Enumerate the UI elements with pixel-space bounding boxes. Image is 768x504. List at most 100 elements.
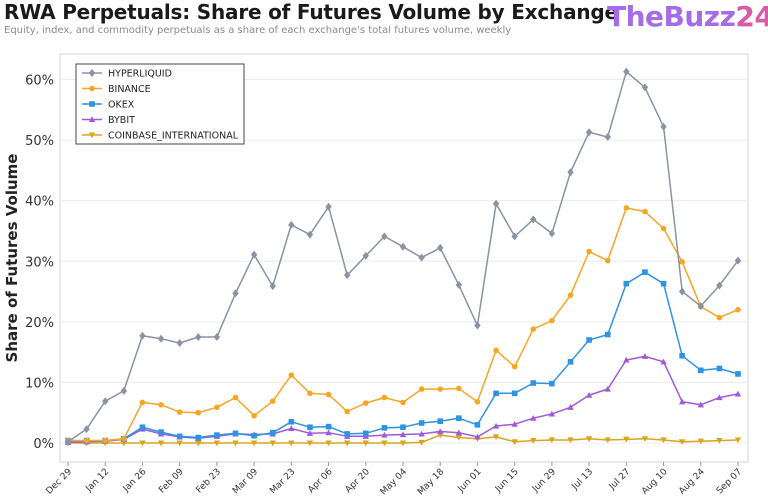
data-point-binance (549, 317, 555, 324)
x-tick-label: Aug 10 (640, 467, 670, 497)
y-tick-label: 40% (25, 195, 54, 210)
data-point-okex (344, 431, 350, 437)
x-tick-label: Jul 13 (570, 467, 596, 493)
data-point-hyperliquid (269, 282, 276, 291)
data-point-binance (288, 372, 295, 378)
data-point-okex (288, 418, 295, 425)
y-tick-label: 50% (25, 134, 54, 149)
data-point-bybit (660, 358, 667, 365)
data-point-okex (139, 424, 146, 431)
data-point-coinbase-international (734, 437, 742, 444)
data-point-okex (586, 337, 592, 343)
data-point-binance (642, 208, 648, 215)
data-point-binance (121, 435, 127, 442)
data-point-coinbase-international (306, 440, 314, 447)
logo-text-thebuzz: TheBuzz (607, 0, 736, 33)
x-tick-label: Jan 26 (121, 467, 149, 495)
data-point-okex (567, 359, 574, 365)
data-point-bybit (381, 431, 388, 438)
data-point-okex (437, 418, 444, 424)
data-point-hyperliquid (678, 287, 686, 296)
data-point-okex (623, 280, 630, 287)
data-point-hyperliquid (399, 242, 407, 251)
data-point-hyperliquid (734, 256, 742, 265)
data-point-okex (158, 429, 164, 435)
data-point-binance (232, 394, 239, 401)
data-point-bybit (437, 428, 444, 435)
x-tick-label: Mar 09 (231, 467, 260, 496)
data-point-coinbase-international (530, 438, 537, 444)
data-point-hyperliquid (660, 122, 667, 131)
x-tick-label: Jun 01 (456, 467, 484, 495)
data-point-binance (400, 399, 406, 406)
data-point-hyperliquid (306, 230, 314, 239)
data-point-binance (456, 385, 462, 392)
data-point-coinbase-international (362, 440, 369, 447)
data-point-coinbase-international (567, 437, 574, 444)
legend-box (75, 63, 245, 145)
data-point-hyperliquid (548, 229, 556, 238)
y-tick-label: 60% (25, 74, 54, 89)
data-point-bybit (418, 430, 425, 437)
data-point-binance (325, 391, 332, 398)
data-point-coinbase-international (585, 436, 593, 442)
data-point-hyperliquid (474, 321, 481, 330)
data-point-okex (456, 415, 462, 421)
data-point-binance (511, 363, 518, 370)
data-point-binance (269, 398, 276, 404)
data-point-hyperliquid (157, 334, 165, 343)
data-point-okex (660, 280, 667, 287)
data-point-bybit (567, 404, 574, 410)
data-point-okex (251, 432, 257, 439)
data-point-coinbase-international (343, 440, 351, 447)
data-point-binance (660, 225, 667, 232)
y-tick-label: 20% (25, 316, 54, 331)
data-point-bybit (716, 394, 723, 401)
data-point-bybit (585, 391, 593, 398)
x-tick-label: Sep 07 (715, 467, 744, 496)
brand-logo: TheBuzz24 (607, 0, 768, 33)
data-point-bybit (678, 398, 686, 405)
data-point-hyperliquid (437, 243, 444, 252)
data-point-hyperliquid (120, 386, 128, 395)
legend-label-coinbase-international: COINBASE_INTERNATIONAL (108, 131, 239, 142)
data-point-binance (418, 386, 425, 392)
x-tick-label: Aug 24 (677, 467, 707, 497)
legend-marker-okex (89, 101, 95, 107)
data-point-coinbase-international (678, 439, 686, 445)
data-point-coinbase-international (176, 440, 183, 447)
x-tick-label: May 18 (416, 467, 447, 498)
x-tick-label: Jun 15 (493, 467, 521, 495)
data-point-okex (232, 430, 239, 437)
data-point-coinbase-international (288, 440, 295, 447)
data-point-coinbase-international (697, 438, 704, 445)
legend-marker-coinbase-international (88, 132, 96, 139)
data-point-bybit (474, 433, 481, 440)
data-point-okex (642, 269, 648, 275)
data-point-okex (269, 429, 276, 436)
data-point-okex (307, 424, 313, 431)
data-point-bybit (697, 401, 704, 408)
y-tick-label: 0% (33, 437, 54, 452)
logo-text-24: 24 (735, 0, 768, 33)
data-point-hyperliquid (102, 397, 109, 406)
data-point-okex (362, 430, 369, 437)
data-point-okex (214, 432, 220, 438)
data-point-coinbase-international (250, 440, 258, 447)
data-point-hyperliquid (381, 232, 388, 241)
data-point-hyperliquid (195, 332, 202, 341)
data-point-bybit (623, 356, 630, 363)
data-point-binance (362, 400, 369, 406)
data-point-bybit (399, 431, 407, 438)
data-point-binance (716, 314, 723, 321)
y-tick-label: 30% (25, 255, 54, 270)
x-tick-label: Jul 27 (607, 467, 633, 493)
data-point-hyperliquid (176, 339, 183, 348)
data-point-coinbase-international (325, 440, 332, 447)
data-point-coinbase-international (418, 439, 425, 446)
data-point-coinbase-international (641, 436, 649, 442)
data-point-binance (437, 386, 444, 392)
data-point-coinbase-international (381, 440, 388, 447)
data-point-hyperliquid (288, 220, 295, 229)
data-point-okex (604, 331, 611, 338)
